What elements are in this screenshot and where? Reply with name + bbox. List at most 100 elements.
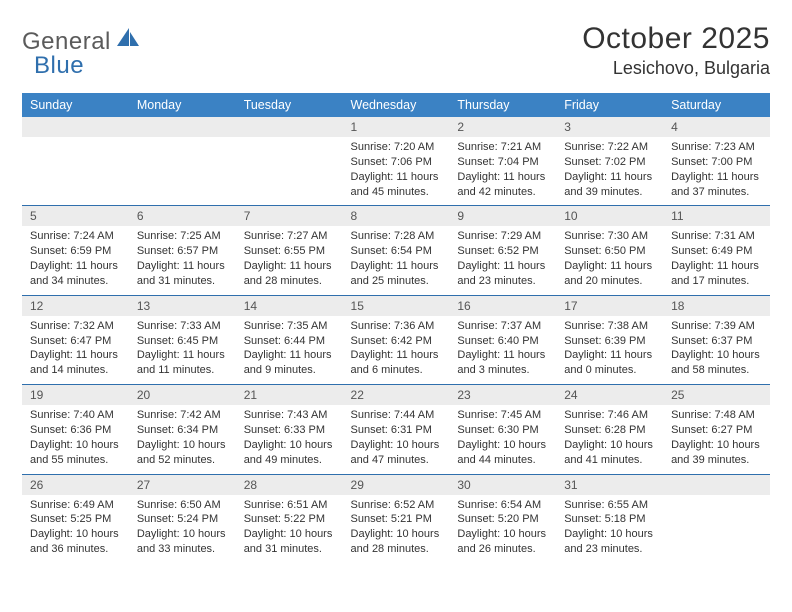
day-number-cell: 26	[22, 474, 129, 495]
day-detail-cell: Sunrise: 7:31 AMSunset: 6:49 PMDaylight:…	[663, 226, 770, 295]
weekday-header: Thursday	[449, 93, 556, 117]
daynum-row: 1234	[22, 117, 770, 137]
brand-logo: General	[22, 22, 143, 56]
weekday-header: Monday	[129, 93, 236, 117]
daynum-row: 262728293031	[22, 474, 770, 495]
day-detail-cell: Sunrise: 7:42 AMSunset: 6:34 PMDaylight:…	[129, 405, 236, 474]
day-detail-cell: Sunrise: 7:20 AMSunset: 7:06 PMDaylight:…	[343, 137, 450, 206]
day-detail-cell: Sunrise: 7:22 AMSunset: 7:02 PMDaylight:…	[556, 137, 663, 206]
day-detail-cell: Sunrise: 6:54 AMSunset: 5:20 PMDaylight:…	[449, 495, 556, 563]
detail-row: Sunrise: 6:49 AMSunset: 5:25 PMDaylight:…	[22, 495, 770, 563]
day-detail-cell: Sunrise: 7:30 AMSunset: 6:50 PMDaylight:…	[556, 226, 663, 295]
day-number-cell: 14	[236, 295, 343, 316]
day-detail-cell: Sunrise: 7:33 AMSunset: 6:45 PMDaylight:…	[129, 316, 236, 385]
day-detail-cell: Sunrise: 7:43 AMSunset: 6:33 PMDaylight:…	[236, 405, 343, 474]
day-number-cell: 21	[236, 385, 343, 406]
day-number-cell: 16	[449, 295, 556, 316]
month-title: October 2025	[582, 22, 770, 56]
day-number-cell	[129, 117, 236, 137]
weekday-header: Friday	[556, 93, 663, 117]
location: Lesichovo, Bulgaria	[582, 58, 770, 79]
day-number-cell: 13	[129, 295, 236, 316]
day-detail-cell: Sunrise: 7:23 AMSunset: 7:00 PMDaylight:…	[663, 137, 770, 206]
day-number-cell: 30	[449, 474, 556, 495]
day-number-cell: 10	[556, 206, 663, 227]
day-number-cell: 25	[663, 385, 770, 406]
day-number-cell: 23	[449, 385, 556, 406]
day-number-cell: 15	[343, 295, 450, 316]
brand-part2-wrap: Blue	[34, 52, 84, 80]
day-number-cell: 7	[236, 206, 343, 227]
page-header: General October 2025 Lesichovo, Bulgaria	[22, 22, 770, 79]
detail-row: Sunrise: 7:40 AMSunset: 6:36 PMDaylight:…	[22, 405, 770, 474]
calendar-table: SundayMondayTuesdayWednesdayThursdayFrid…	[22, 93, 770, 563]
day-detail-cell: Sunrise: 7:25 AMSunset: 6:57 PMDaylight:…	[129, 226, 236, 295]
day-number-cell: 20	[129, 385, 236, 406]
day-detail-cell: Sunrise: 7:29 AMSunset: 6:52 PMDaylight:…	[449, 226, 556, 295]
day-number-cell	[22, 117, 129, 137]
day-detail-cell: Sunrise: 7:32 AMSunset: 6:47 PMDaylight:…	[22, 316, 129, 385]
weekday-header: Tuesday	[236, 93, 343, 117]
day-number-cell: 5	[22, 206, 129, 227]
daynum-row: 19202122232425	[22, 385, 770, 406]
day-number-cell: 11	[663, 206, 770, 227]
daynum-row: 567891011	[22, 206, 770, 227]
calendar-page: General October 2025 Lesichovo, Bulgaria…	[0, 0, 792, 573]
day-number-cell: 18	[663, 295, 770, 316]
day-detail-cell: Sunrise: 7:46 AMSunset: 6:28 PMDaylight:…	[556, 405, 663, 474]
day-detail-cell: Sunrise: 6:55 AMSunset: 5:18 PMDaylight:…	[556, 495, 663, 563]
day-detail-cell: Sunrise: 7:37 AMSunset: 6:40 PMDaylight:…	[449, 316, 556, 385]
weekday-header: Sunday	[22, 93, 129, 117]
day-detail-cell: Sunrise: 6:51 AMSunset: 5:22 PMDaylight:…	[236, 495, 343, 563]
day-detail-cell	[129, 137, 236, 206]
day-number-cell	[236, 117, 343, 137]
day-detail-cell: Sunrise: 6:52 AMSunset: 5:21 PMDaylight:…	[343, 495, 450, 563]
day-detail-cell: Sunrise: 7:21 AMSunset: 7:04 PMDaylight:…	[449, 137, 556, 206]
detail-row: Sunrise: 7:24 AMSunset: 6:59 PMDaylight:…	[22, 226, 770, 295]
day-number-cell: 9	[449, 206, 556, 227]
detail-row: Sunrise: 7:20 AMSunset: 7:06 PMDaylight:…	[22, 137, 770, 206]
day-number-cell: 2	[449, 117, 556, 137]
day-detail-cell: Sunrise: 7:45 AMSunset: 6:30 PMDaylight:…	[449, 405, 556, 474]
day-number-cell: 22	[343, 385, 450, 406]
day-number-cell: 3	[556, 117, 663, 137]
day-number-cell: 4	[663, 117, 770, 137]
weekday-header: Wednesday	[343, 93, 450, 117]
day-number-cell: 1	[343, 117, 450, 137]
day-detail-cell: Sunrise: 7:28 AMSunset: 6:54 PMDaylight:…	[343, 226, 450, 295]
day-number-cell: 6	[129, 206, 236, 227]
day-number-cell	[663, 474, 770, 495]
weekday-row: SundayMondayTuesdayWednesdayThursdayFrid…	[22, 93, 770, 117]
day-detail-cell: Sunrise: 7:48 AMSunset: 6:27 PMDaylight:…	[663, 405, 770, 474]
calendar-head: SundayMondayTuesdayWednesdayThursdayFrid…	[22, 93, 770, 117]
day-detail-cell: Sunrise: 7:24 AMSunset: 6:59 PMDaylight:…	[22, 226, 129, 295]
day-number-cell: 28	[236, 474, 343, 495]
day-number-cell: 8	[343, 206, 450, 227]
day-number-cell: 31	[556, 474, 663, 495]
detail-row: Sunrise: 7:32 AMSunset: 6:47 PMDaylight:…	[22, 316, 770, 385]
day-detail-cell: Sunrise: 7:44 AMSunset: 6:31 PMDaylight:…	[343, 405, 450, 474]
day-detail-cell: Sunrise: 7:27 AMSunset: 6:55 PMDaylight:…	[236, 226, 343, 295]
brand-part2: Blue	[34, 52, 84, 79]
day-detail-cell: Sunrise: 7:40 AMSunset: 6:36 PMDaylight:…	[22, 405, 129, 474]
day-detail-cell	[663, 495, 770, 563]
day-detail-cell: Sunrise: 7:35 AMSunset: 6:44 PMDaylight:…	[236, 316, 343, 385]
day-detail-cell: Sunrise: 6:50 AMSunset: 5:24 PMDaylight:…	[129, 495, 236, 563]
calendar-body: 1234 Sunrise: 7:20 AMSunset: 7:06 PMDayl…	[22, 117, 770, 563]
daynum-row: 12131415161718	[22, 295, 770, 316]
day-number-cell: 12	[22, 295, 129, 316]
day-detail-cell: Sunrise: 7:38 AMSunset: 6:39 PMDaylight:…	[556, 316, 663, 385]
day-number-cell: 17	[556, 295, 663, 316]
title-block: October 2025 Lesichovo, Bulgaria	[582, 22, 770, 79]
day-detail-cell: Sunrise: 6:49 AMSunset: 5:25 PMDaylight:…	[22, 495, 129, 563]
day-number-cell: 19	[22, 385, 129, 406]
day-detail-cell	[22, 137, 129, 206]
day-detail-cell	[236, 137, 343, 206]
day-number-cell: 27	[129, 474, 236, 495]
day-number-cell: 24	[556, 385, 663, 406]
weekday-header: Saturday	[663, 93, 770, 117]
day-detail-cell: Sunrise: 7:39 AMSunset: 6:37 PMDaylight:…	[663, 316, 770, 385]
sail-icon	[115, 26, 141, 53]
day-number-cell: 29	[343, 474, 450, 495]
day-detail-cell: Sunrise: 7:36 AMSunset: 6:42 PMDaylight:…	[343, 316, 450, 385]
